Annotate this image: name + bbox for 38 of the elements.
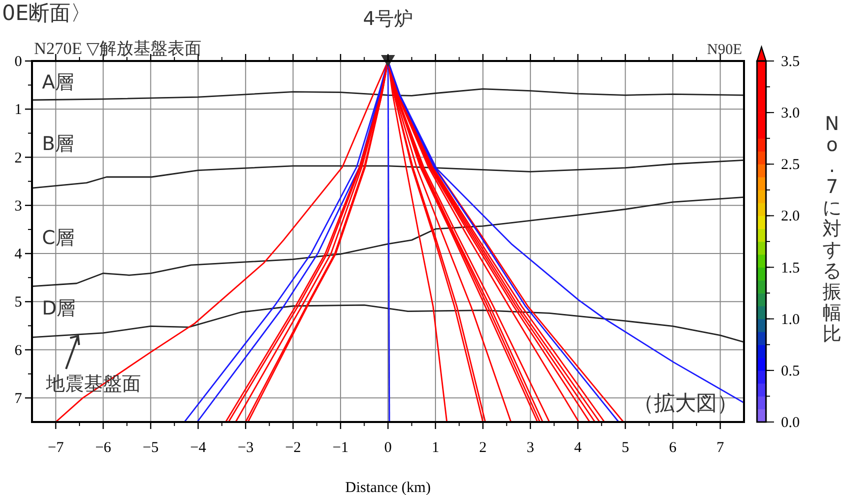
text: N90E	[707, 42, 742, 58]
y-tick-label: 6	[14, 342, 22, 359]
x-axis-title: Distance (km)	[345, 480, 431, 495]
x-tick-label: 4	[574, 440, 582, 456]
color-bar-label: 3.0	[781, 106, 800, 122]
text: N270E ▽解放基盤表面	[34, 39, 202, 58]
y-tick-label: 5	[14, 294, 22, 311]
color-bar-label: 0.0	[781, 415, 800, 431]
x-tick-label: 6	[669, 440, 678, 456]
color-bar-label: 0.5	[781, 363, 800, 380]
annotation: C層	[42, 227, 74, 250]
y-tick-label: 3	[14, 198, 22, 214]
x-tick-label: 5	[622, 440, 630, 456]
x-tick-label: −7	[48, 440, 64, 456]
y-tick-label: 0	[14, 54, 22, 70]
x-tick-label: −5	[142, 440, 159, 456]
x-tick-label: −1	[332, 440, 349, 456]
color-bar-label: 1.5	[781, 260, 800, 276]
y-tick-label: 4	[14, 246, 22, 263]
text: No.7に対する振幅比	[822, 113, 842, 345]
y-tick-label: 1	[14, 102, 22, 118]
x-tick-label: 1	[432, 440, 440, 456]
x-tick-label: 7	[716, 440, 725, 456]
y-tick-label: 7	[14, 390, 22, 407]
y-tick-label: 2	[14, 150, 22, 166]
x-tick-label: 2	[479, 440, 487, 456]
color-bar-label: 2.0	[781, 208, 800, 225]
x-tick-label: −3	[238, 440, 254, 456]
x-tick-label: 3	[526, 440, 534, 456]
x-tick-label: −2	[285, 440, 302, 456]
color-bar-label: 2.5	[781, 157, 800, 174]
color-bar-label: 3.5	[781, 54, 800, 70]
chart-title: 0E断面〉	[2, 1, 92, 25]
annotation: 4号炉	[362, 8, 414, 30]
color-bar-label: 1.0	[781, 312, 800, 328]
x-tick-label: 0	[384, 440, 392, 456]
x-tick-label: −6	[95, 440, 112, 456]
x-tick-label: −4	[190, 440, 207, 456]
